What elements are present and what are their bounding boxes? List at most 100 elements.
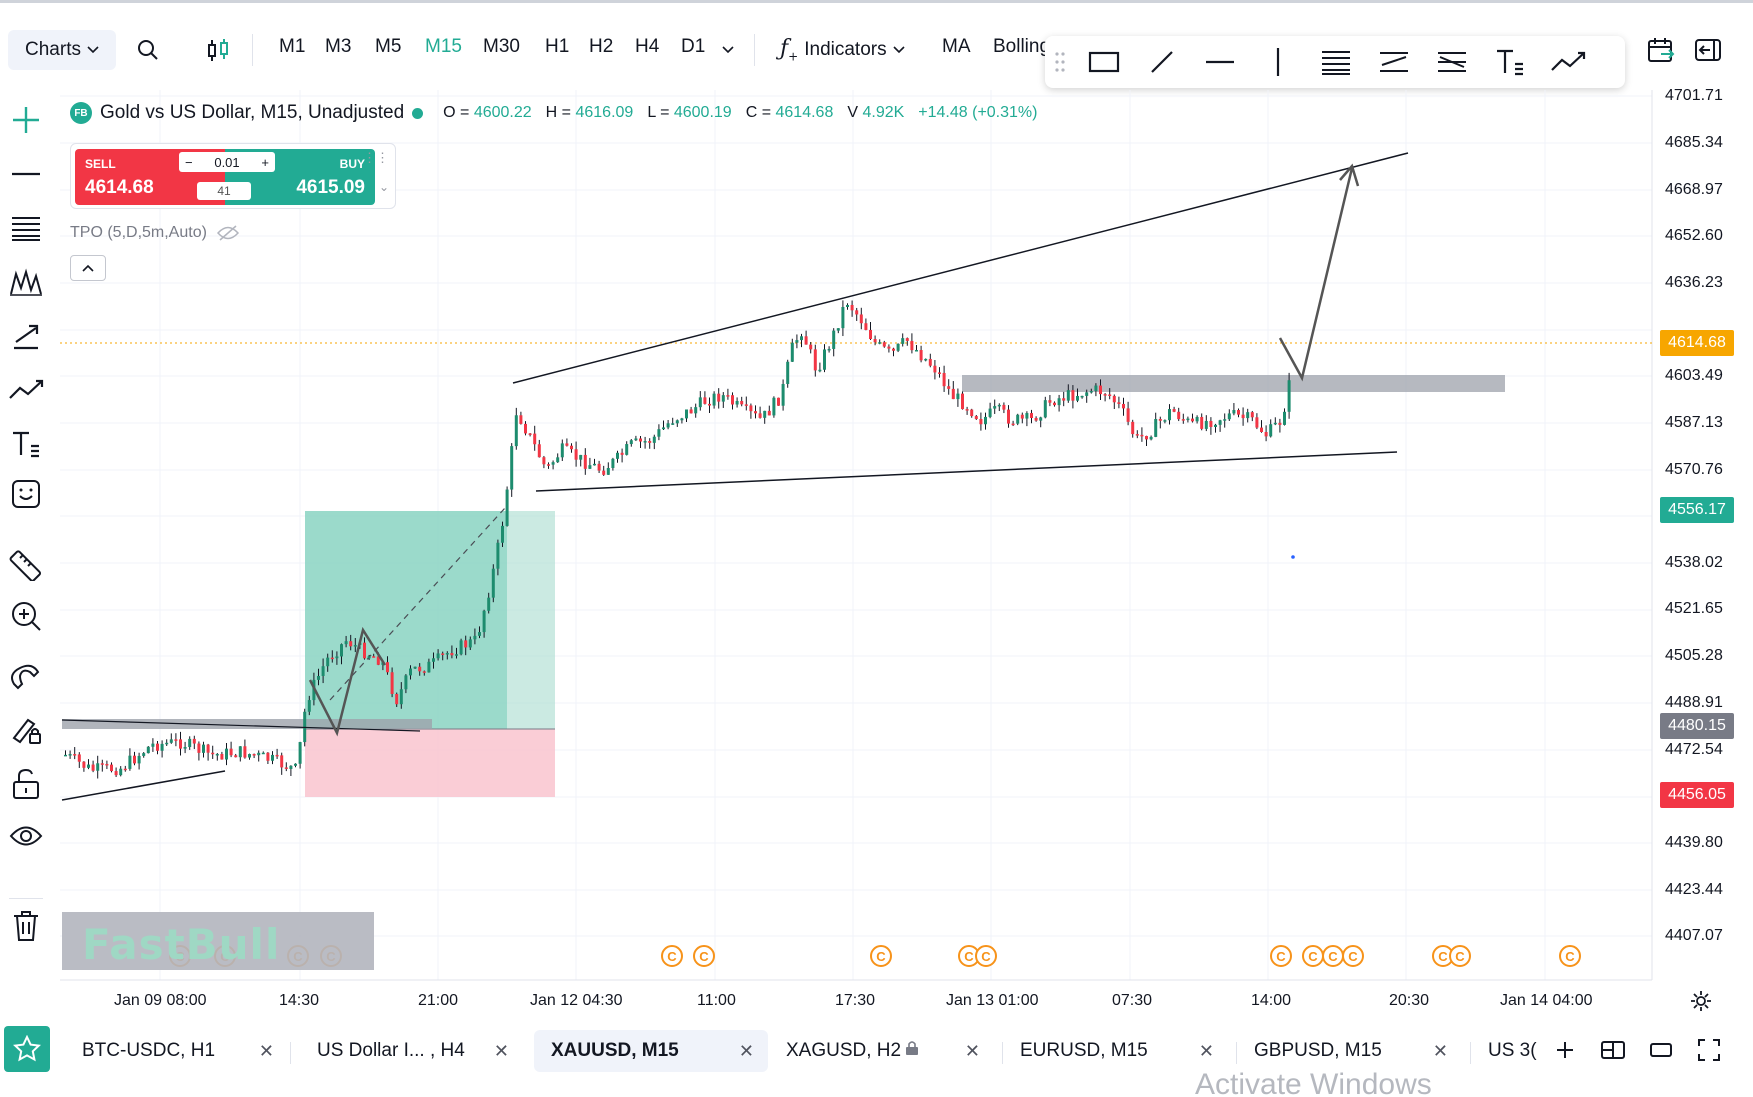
chevron-down-icon[interactable]: ⌄ [378, 180, 389, 194]
tab-xauusd[interactable]: XAUUSD, M15 ✕ [534, 1030, 768, 1072]
single-window-icon[interactable] [1646, 1030, 1676, 1070]
timeframe-m1[interactable]: M1 [279, 36, 306, 57]
symbol-title[interactable]: Gold vs US Dollar, M15, Unadjusted [100, 102, 405, 123]
candle-body [961, 393, 964, 410]
exit-panel-icon[interactable] [1690, 30, 1726, 70]
crosshair-icon[interactable] [6, 100, 46, 140]
tpo-indicator-legend[interactable]: TPO (5,D,5m,Auto) [70, 224, 239, 242]
timeframe-m3[interactable]: M3 [325, 36, 352, 57]
zigzag-path-left[interactable] [308, 626, 387, 737]
calendar-replay-icon[interactable] [1643, 30, 1679, 70]
quantity-stepper[interactable]: − 0.01 + [179, 152, 275, 172]
timeframe-h2[interactable]: H2 [589, 36, 614, 57]
tab-btc-usdc[interactable]: BTC-USDC, H1 ✕ [62, 1030, 288, 1072]
charts-menu-button[interactable]: Charts [8, 30, 116, 70]
hidden-eye-icon[interactable] [216, 225, 239, 241]
event-marker-icon[interactable]: C [1449, 945, 1471, 967]
tab-xagusd[interactable]: XAGUSD, H2 ✕ [768, 1030, 994, 1072]
forecast-tool-icon[interactable] [6, 316, 46, 356]
polyline-tool-icon[interactable] [6, 370, 46, 410]
event-marker-icon[interactable]: C [1322, 945, 1344, 967]
close-icon[interactable]: ✕ [1432, 1040, 1448, 1061]
event-marker-icon[interactable]: C [693, 945, 715, 967]
time-tick: Jan 13 01:00 [946, 992, 1039, 1009]
timeframe-d1[interactable]: D1 [681, 36, 706, 57]
zoom-in-icon[interactable] [6, 596, 46, 636]
text-tool-icon[interactable] [1481, 36, 1539, 88]
favorites-star-button[interactable] [4, 1026, 50, 1072]
widget-drag-handle-icon[interactable]: ⋮⋮ [363, 150, 389, 165]
eye-visibility-icon[interactable] [6, 816, 46, 856]
event-marker-icon[interactable]: C [870, 945, 892, 967]
candle-body [947, 386, 951, 389]
candle-body [91, 764, 95, 771]
long-position-stop-zone[interactable] [305, 729, 555, 797]
ma-indicator-button[interactable]: MA [942, 36, 971, 57]
channel-upper-trendline[interactable] [512, 152, 1409, 384]
channel-lower-trendline[interactable] [535, 451, 1398, 492]
candle-body [680, 418, 684, 421]
trend-line-tool-icon[interactable] [1133, 36, 1191, 88]
minus-icon[interactable]: − [185, 154, 193, 170]
search-icon[interactable] [130, 30, 166, 70]
timeframe-m5[interactable]: M5 [375, 36, 402, 57]
trendline-left-flat[interactable] [61, 719, 421, 732]
fib-levels-icon[interactable] [6, 208, 46, 248]
tab-gbpusd[interactable]: GBPUSD, M15 ✕ [1236, 1030, 1462, 1072]
svg-text:C: C [699, 949, 709, 964]
resistance-zone-right[interactable] [962, 375, 1505, 392]
timeframe-h1[interactable]: H1 [545, 36, 570, 57]
timeframe-more-chevron-icon[interactable] [718, 30, 738, 70]
event-marker-icon[interactable]: C [975, 945, 997, 967]
collapse-legend-button[interactable] [70, 255, 106, 281]
fib-retracement-tool-icon[interactable] [1307, 36, 1365, 88]
trendline-left-support[interactable] [61, 770, 226, 801]
candle-body [142, 753, 146, 756]
brush-lock-icon[interactable] [6, 710, 46, 750]
event-marker-icon[interactable]: C [1270, 945, 1292, 967]
path-tool-icon[interactable] [1539, 36, 1597, 88]
regression-channel-tool-icon[interactable] [1423, 36, 1481, 88]
event-marker-icon[interactable]: C [1342, 945, 1364, 967]
candle-type-icon[interactable] [200, 30, 236, 70]
horizontal-line-icon[interactable] [6, 154, 46, 194]
support-zone-left[interactable] [62, 719, 432, 729]
indicators-button[interactable]: ƒ+ Indicators [780, 36, 905, 63]
economic-event-markers[interactable]: CCCCCCCCCCCCCCCC [169, 945, 1581, 967]
timeframe-m15[interactable]: M15 [425, 36, 462, 57]
unlock-icon[interactable] [6, 764, 46, 804]
horizontal-line-tool-icon[interactable] [1191, 36, 1249, 88]
trash-icon[interactable] [6, 906, 46, 946]
chart-settings-gear-icon[interactable] [1690, 990, 1712, 1017]
ruler-icon[interactable] [6, 544, 46, 584]
close-icon[interactable]: ✕ [493, 1040, 509, 1061]
tab-eurusd[interactable]: EURUSD, M15 ✕ [1002, 1030, 1228, 1072]
timeframe-h4[interactable]: H4 [635, 36, 660, 57]
vertical-line-tool-icon[interactable] [1249, 36, 1307, 88]
timeframe-m30[interactable]: M30 [483, 36, 520, 57]
close-icon[interactable]: ✕ [738, 1040, 754, 1061]
magnet-icon[interactable] [6, 660, 46, 700]
bollinger-indicator-button[interactable]: Bolling [993, 36, 1051, 57]
tab-us-dollar-index[interactable]: US Dollar I... , H4 ✕ [297, 1030, 523, 1072]
event-marker-icon[interactable]: C [1302, 945, 1324, 967]
tab-us30[interactable]: US 3( [1470, 1030, 1540, 1072]
drag-handle-icon[interactable] [1045, 36, 1075, 88]
pattern-tool-icon[interactable] [6, 262, 46, 302]
text-tool-icon[interactable] [6, 424, 46, 464]
candle-body [1053, 402, 1056, 406]
rectangle-tool-icon[interactable] [1075, 36, 1133, 88]
close-icon[interactable]: ✕ [1198, 1040, 1214, 1061]
emoji-sticker-icon[interactable] [6, 474, 46, 514]
projection-arrow-path[interactable] [1278, 167, 1354, 382]
plus-icon[interactable]: + [261, 154, 269, 170]
fullscreen-icon[interactable] [1694, 1030, 1724, 1070]
close-icon[interactable]: ✕ [258, 1040, 274, 1061]
close-icon[interactable]: ✕ [964, 1040, 980, 1061]
layout-grid-icon[interactable] [1598, 1030, 1628, 1070]
parallel-channel-tool-icon[interactable] [1365, 36, 1423, 88]
event-marker-icon[interactable]: C [661, 945, 683, 967]
add-tab-plus-icon[interactable] [1552, 1030, 1578, 1070]
event-marker-icon[interactable]: C [1559, 945, 1581, 967]
